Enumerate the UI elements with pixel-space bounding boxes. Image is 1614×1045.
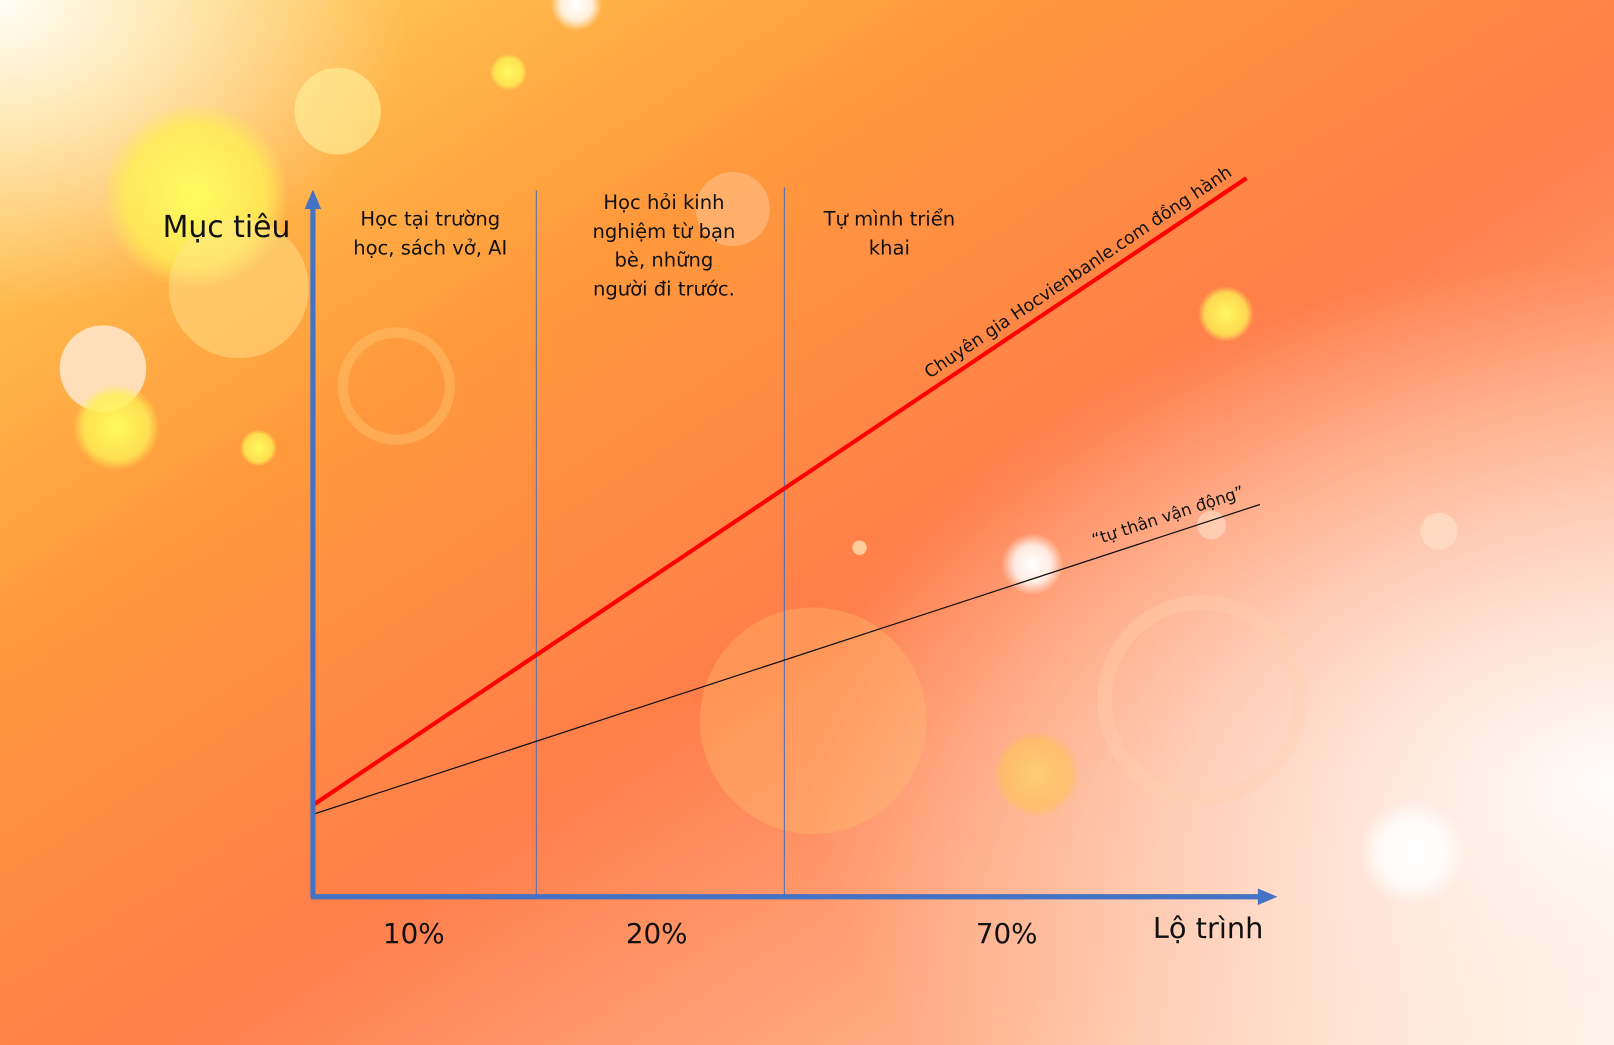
x-axis-arrow-icon [1257, 888, 1278, 905]
x-axis [310, 888, 1278, 905]
svg-text:học, sách vở, AI: học, sách vở, AI [353, 236, 507, 259]
y-axis-arrow-icon [304, 189, 322, 209]
y-axis [304, 189, 322, 898]
svg-text:bè, những: bè, những [615, 249, 714, 272]
self-driven-line [312, 503, 1261, 815]
zone-3-description: Tự mình triển khai [823, 207, 956, 259]
zone-1-percent: 10% [383, 917, 445, 950]
svg-text:khai: khai [869, 236, 910, 259]
svg-text:Tự mình triển: Tự mình triển [823, 207, 956, 230]
y-axis-label: Mục tiêu [163, 210, 291, 245]
svg-text:nghiệm từ bạn: nghiệm từ bạn [592, 220, 735, 243]
zone-3-percent: 70% [976, 917, 1038, 950]
svg-text:Học tại trường: Học tại trường [360, 207, 500, 230]
zone-2-description: Học hỏi kinh nghiệm từ bạn bè, những ngư… [592, 191, 735, 300]
x-axis-label: Lộ trình [1153, 911, 1264, 945]
zone-2-percent: 20% [626, 917, 688, 950]
svg-text:Học hỏi kinh: Học hỏi kinh [603, 191, 724, 214]
zone-1-description: Học tại trường học, sách vở, AI [353, 207, 507, 259]
expert-line [311, 176, 1248, 807]
svg-text:người đi trước.: người đi trước. [593, 277, 735, 300]
